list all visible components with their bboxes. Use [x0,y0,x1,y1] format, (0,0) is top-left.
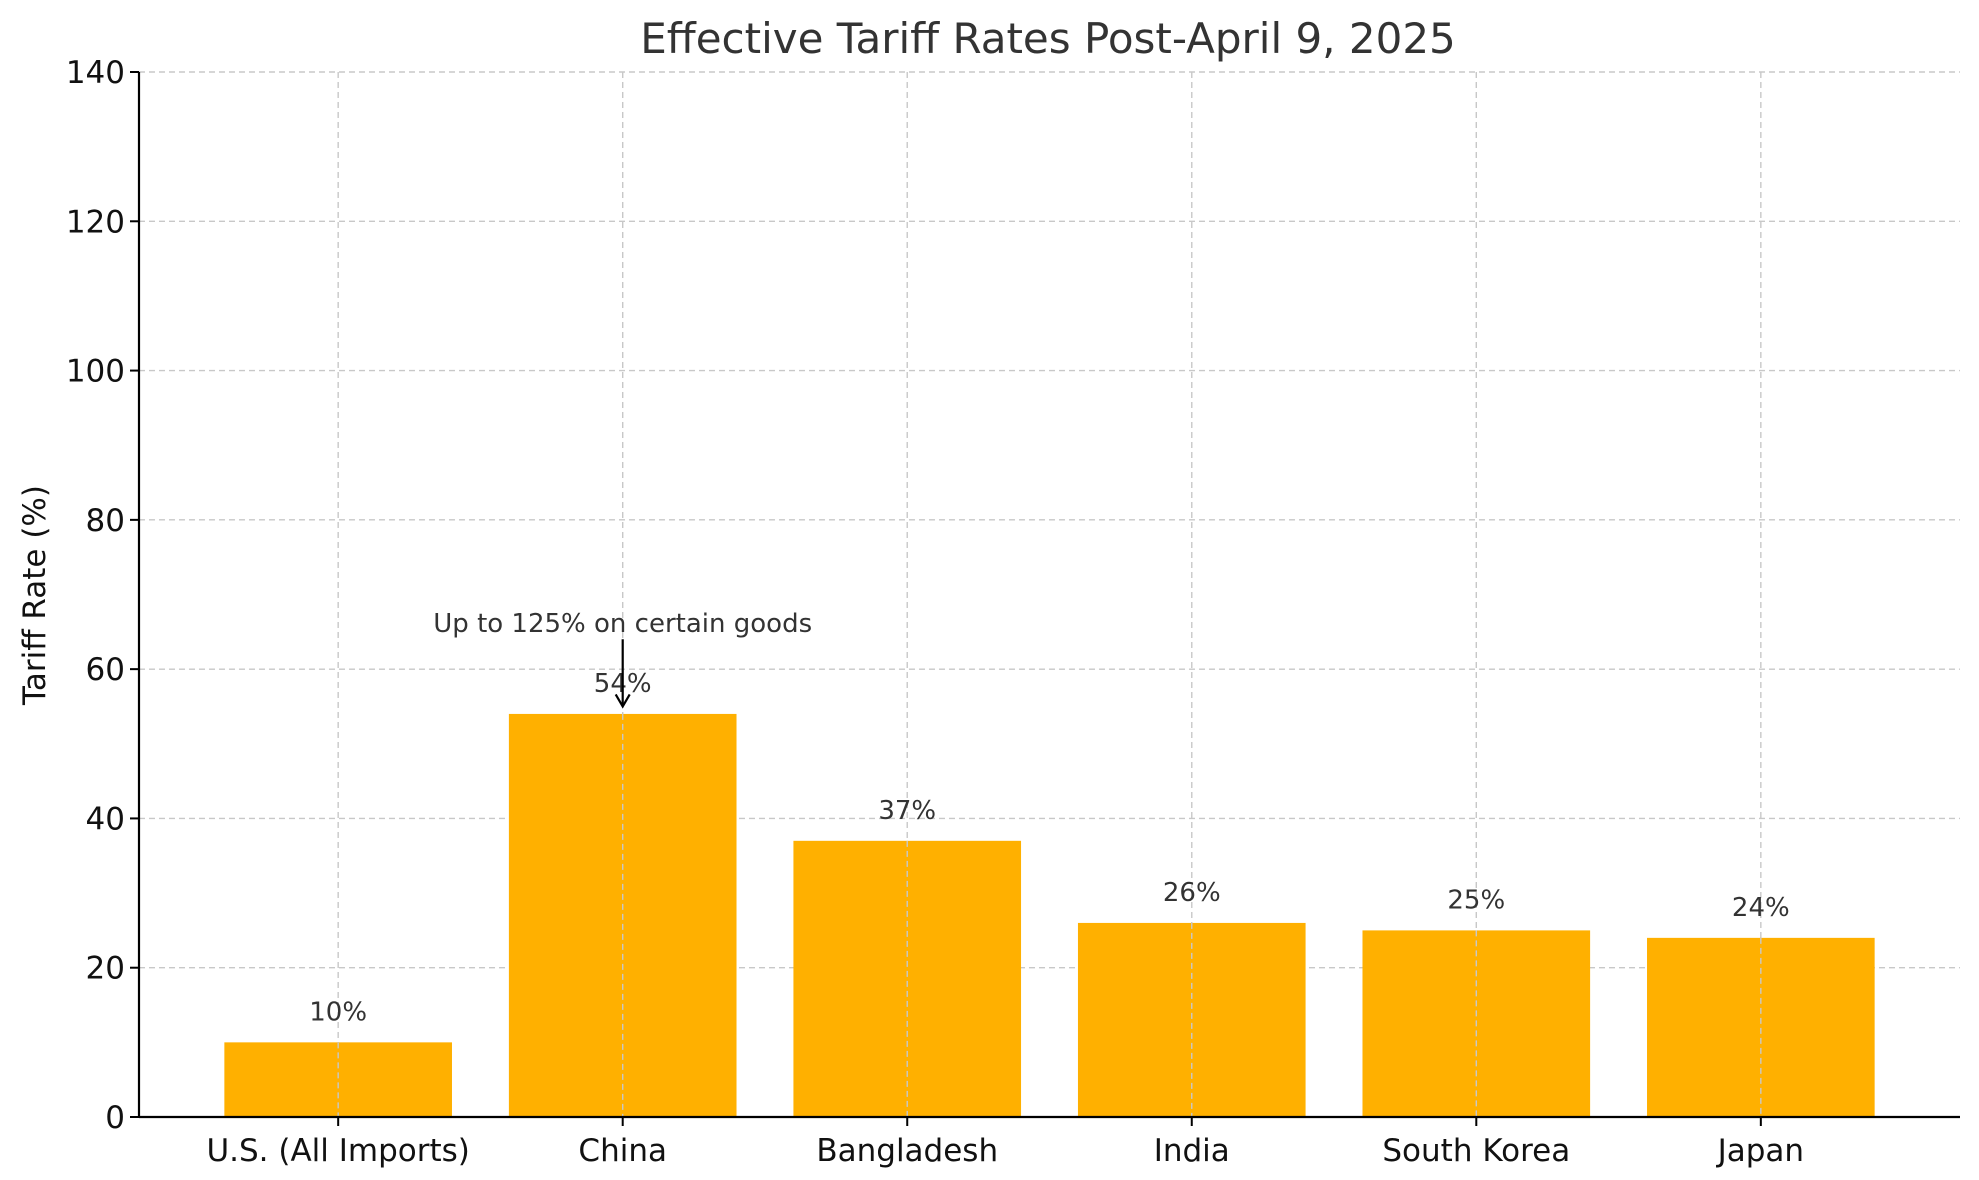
bar [1647,937,1875,1117]
x-tick-label: India [1154,1133,1230,1169]
bar-value-label: 10% [309,997,367,1027]
axis-layer [130,71,1960,1126]
y-tick-label: 60 [86,652,125,688]
x-tick-label: U.S. (All Imports) [206,1133,469,1169]
bar-value-label: 25% [1447,885,1505,915]
y-tick-label: 80 [86,503,125,539]
bar-value-label: 26% [1163,878,1221,908]
annotation-arrow-head [614,693,631,709]
bar-layer [224,713,1875,1117]
x-tick-label: South Korea [1382,1133,1570,1169]
annotation-layer: Up to 125% on certain goods [433,609,812,709]
y-tick-label: 40 [86,801,125,837]
chart-title: Effective Tariff Rates Post-April 9, 202… [640,14,1456,63]
x-tick-label: China [578,1133,667,1169]
y-tick-label: 140 [66,55,125,91]
y-tick-label: 0 [105,1100,125,1136]
x-tick-label: Japan [1716,1133,1804,1169]
y-tick-label: 20 [86,951,125,987]
x-tick-label: Bangladesh [816,1133,998,1169]
bar-value-label: 37% [878,796,936,826]
y-tick-label: 100 [66,354,125,390]
y-tick-label: 120 [66,204,125,240]
annotation-text: Up to 125% on certain goods [433,609,812,639]
label-layer: 0 20 40 60 80 100 120 140 U.S. (All Imports) Chin… [66,55,1804,1169]
bar-value-label: 24% [1732,893,1790,923]
y-axis-title: Tariff Rate (%) [17,485,53,706]
